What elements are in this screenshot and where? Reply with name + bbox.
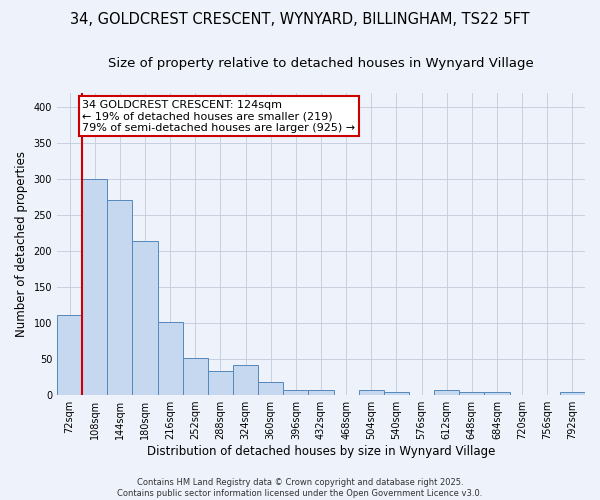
Bar [82,179,107,394]
Bar [384,392,409,394]
Bar [208,371,233,394]
Bar [57,316,82,394]
Bar [233,365,258,394]
Text: 34 GOLDCREST CRESCENT: 124sqm
← 19% of detached houses are smaller (219)
79% of : 34 GOLDCREST CRESCENT: 124sqm ← 19% of d… [82,100,355,133]
Bar [359,390,384,394]
Bar [434,390,459,394]
Bar [283,390,308,394]
Bar [158,322,183,394]
Bar [459,392,484,394]
Bar [133,242,158,394]
Bar [258,382,283,394]
Title: Size of property relative to detached houses in Wynyard Village: Size of property relative to detached ho… [108,58,534,70]
Bar [484,392,509,394]
X-axis label: Distribution of detached houses by size in Wynyard Village: Distribution of detached houses by size … [147,444,495,458]
Y-axis label: Number of detached properties: Number of detached properties [15,150,28,336]
Bar [560,392,585,394]
Bar [107,200,133,394]
Text: Contains HM Land Registry data © Crown copyright and database right 2025.
Contai: Contains HM Land Registry data © Crown c… [118,478,482,498]
Text: 34, GOLDCREST CRESCENT, WYNYARD, BILLINGHAM, TS22 5FT: 34, GOLDCREST CRESCENT, WYNYARD, BILLING… [70,12,530,28]
Bar [183,358,208,395]
Bar [308,390,334,394]
